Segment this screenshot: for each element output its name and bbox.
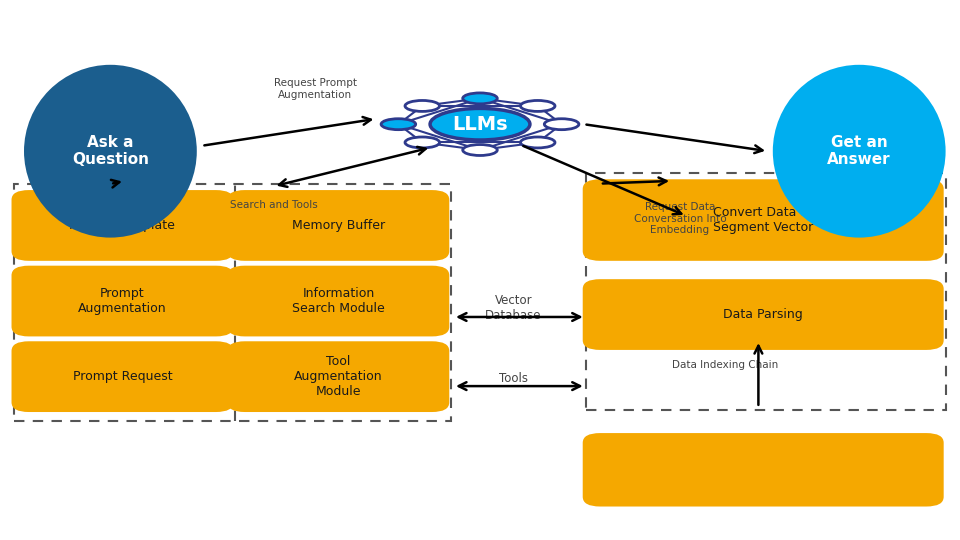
Text: Data Parsing: Data Parsing	[723, 308, 804, 321]
Ellipse shape	[24, 65, 197, 238]
FancyBboxPatch shape	[228, 266, 449, 336]
FancyBboxPatch shape	[583, 179, 944, 261]
Ellipse shape	[405, 100, 440, 111]
Text: Convert Data to
Segment Vector: Convert Data to Segment Vector	[713, 206, 813, 234]
Text: Prompt Template: Prompt Template	[69, 219, 176, 232]
Text: Vector
Database: Vector Database	[486, 294, 541, 322]
FancyBboxPatch shape	[583, 279, 944, 350]
Ellipse shape	[520, 137, 555, 148]
Ellipse shape	[520, 100, 555, 111]
FancyBboxPatch shape	[12, 190, 233, 261]
Ellipse shape	[773, 65, 946, 238]
FancyBboxPatch shape	[12, 341, 233, 412]
FancyBboxPatch shape	[583, 433, 944, 507]
Text: LLMs: LLMs	[452, 114, 508, 134]
Ellipse shape	[381, 119, 416, 130]
Text: Prompt
Augmentation: Prompt Augmentation	[78, 287, 167, 315]
FancyBboxPatch shape	[228, 190, 449, 261]
Ellipse shape	[544, 119, 579, 130]
Ellipse shape	[463, 145, 497, 156]
Text: Prompt Request: Prompt Request	[73, 370, 172, 383]
Text: Search and Tools: Search and Tools	[230, 200, 318, 210]
FancyBboxPatch shape	[228, 341, 449, 412]
Text: Memory Buffer: Memory Buffer	[292, 219, 385, 232]
Text: Request Data
Conversation Into
Embedding: Request Data Conversation Into Embedding	[634, 202, 726, 235]
Text: Tool
Augmentation
Module: Tool Augmentation Module	[294, 355, 383, 398]
Text: Request Prompt
Augmentation: Request Prompt Augmentation	[274, 78, 356, 100]
Text: Ask a
Question: Ask a Question	[72, 135, 149, 167]
Text: Tools: Tools	[499, 372, 528, 384]
Ellipse shape	[430, 109, 530, 140]
FancyBboxPatch shape	[12, 266, 233, 336]
Text: Get an
Answer: Get an Answer	[828, 135, 891, 167]
Text: Data Indexing Chain: Data Indexing Chain	[672, 360, 778, 369]
Ellipse shape	[405, 137, 440, 148]
Ellipse shape	[463, 93, 497, 104]
Text: Information
Search Module: Information Search Module	[292, 287, 385, 315]
